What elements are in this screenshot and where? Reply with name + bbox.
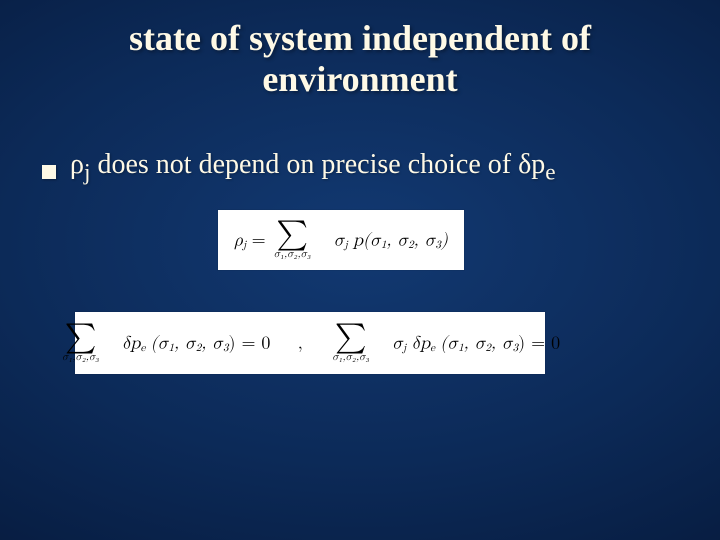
- eq2-c1a: , σ: [174, 334, 196, 352]
- eq1-rho-sub: j: [243, 240, 246, 251]
- eq1-sum-under: σ₁,σ₂,σ₃: [274, 249, 311, 260]
- eq2-popen-a: (σ: [151, 334, 169, 352]
- eq1-sigmaj: σ: [334, 231, 345, 249]
- bullet-marker-icon: [42, 165, 56, 179]
- eq2-close0b: ) = 0: [518, 334, 560, 352]
- eq1-rho: ρ: [234, 231, 243, 249]
- eq2-dp-a: δp: [122, 334, 141, 352]
- sigma-icon: ∑: [335, 324, 367, 351]
- eq2-sigmaj-sub: j: [403, 343, 406, 354]
- eq2-sep: ,: [298, 334, 303, 352]
- sigma-icon: ∑: [65, 324, 97, 351]
- eq2-sum-b: ∑ σ₁,σ₂,σ₃: [332, 324, 369, 363]
- sigma-icon: ∑: [276, 221, 308, 248]
- eq1-c2: , σ: [414, 231, 436, 249]
- bullet-symbol-rho: ρ: [70, 149, 84, 180]
- eq2-sum-under-a: σ₁,σ₂,σ₃: [62, 352, 99, 363]
- eq2-e-b: e: [430, 343, 435, 354]
- eq2-sum-under-b: σ₁,σ₂,σ₃: [332, 352, 369, 363]
- eq1-c1: , σ: [386, 231, 408, 249]
- slide: state of system independent of environme…: [0, 0, 720, 540]
- eq2-sigmaj: σ: [392, 334, 403, 352]
- bullet-item: ρj does not depend on precise choice of …: [42, 148, 690, 188]
- eq2-c2a: , σ: [201, 334, 223, 352]
- eq1-sigmaj-sub: j: [344, 240, 347, 251]
- equation-2: ∑ σ₁,σ₂,σ₃ δpe (σ1, σ2, σ3) = 0 , ∑ σ₁,σ…: [75, 312, 545, 374]
- slide-title: state of system independent of environme…: [0, 0, 720, 101]
- eq2-close0a: ) = 0: [228, 334, 270, 352]
- eq2-c2b: , σ: [491, 334, 513, 352]
- bullet-body: does not depend on precise choice of δp: [90, 149, 545, 180]
- equation-2-math: ∑ σ₁,σ₂,σ₃ δpe (σ1, σ2, σ3) = 0 , ∑ σ₁,σ…: [60, 324, 560, 363]
- bullet-text: ρj does not depend on precise choice of …: [70, 148, 556, 188]
- eq1-equals: =: [252, 231, 272, 249]
- title-line-1: state of system independent of: [129, 18, 591, 58]
- equation-1-math: ρj = ∑ σ₁,σ₂,σ₃ σj p(σ1, σ2, σ3): [234, 221, 448, 260]
- equation-1: ρj = ∑ σ₁,σ₂,σ₃ σj p(σ1, σ2, σ3): [218, 210, 464, 270]
- title-line-2: environment: [262, 59, 457, 99]
- eq2-popen-b: (σ: [440, 334, 458, 352]
- eq1-sum: ∑ σ₁,σ₂,σ₃: [274, 221, 311, 260]
- eq2-e-a: e: [140, 343, 145, 354]
- eq1-close: ): [441, 231, 448, 249]
- eq1-popen: p(σ: [353, 231, 381, 249]
- eq2-sum-a: ∑ σ₁,σ₂,σ₃: [62, 324, 99, 363]
- eq2-c1b: , σ: [464, 334, 486, 352]
- bullet-sub-e: e: [545, 160, 555, 186]
- eq2-dp-b: δp: [412, 334, 431, 352]
